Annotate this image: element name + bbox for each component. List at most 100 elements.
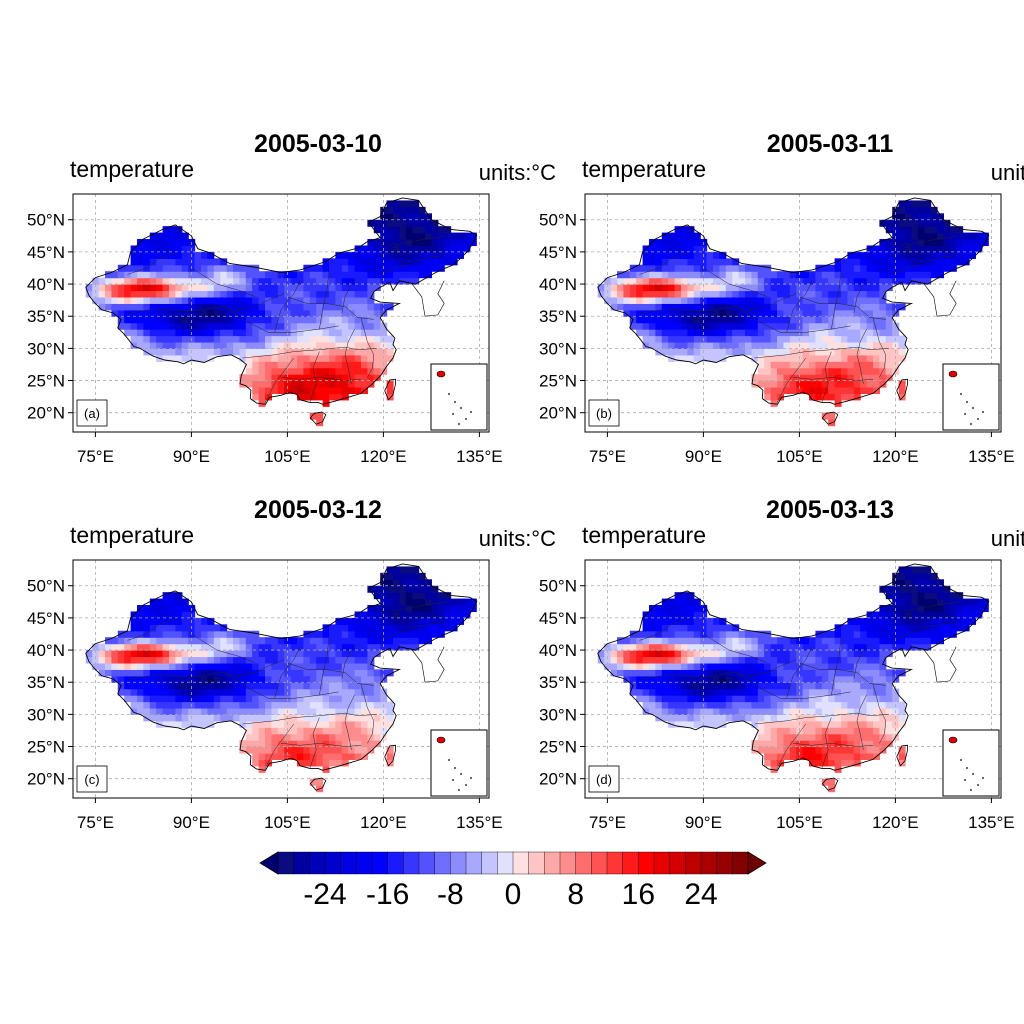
units-label: units:°C [990, 526, 1024, 551]
lat-tick-label: 40°N [27, 641, 65, 660]
lon-tick-label: 105°E [264, 813, 311, 832]
lon-tick-label: 135°E [456, 447, 503, 466]
lon-tick-label: 120°E [872, 447, 919, 466]
lon-tick-label: 90°E [173, 447, 210, 466]
colorbar-swatch [591, 851, 608, 875]
temperature-field [85, 200, 477, 427]
map-plot: (c) 75°E 90°E 105°E 120°E 135°E 50°N 45°N 40°N 35… [27, 559, 503, 832]
boundaries [85, 563, 478, 791]
lat-tick-label: 35°N [539, 307, 577, 326]
colorbar-over-triangle [747, 851, 767, 875]
svg-text:(d): (d) [596, 772, 612, 787]
plot-frame [584, 559, 1002, 799]
boundaries [85, 197, 478, 425]
lon-tick-label: 75°E [77, 447, 114, 466]
colorbar-swatch [732, 851, 749, 875]
lat-tick-label: 50°N [539, 211, 577, 230]
lat-tick-label: 45°N [27, 243, 65, 262]
colorbar-swatch [700, 851, 718, 875]
lat-tick-label: 35°N [27, 673, 65, 692]
colorbar-swatch [575, 851, 592, 875]
lon-tick-label: 75°E [77, 813, 114, 832]
colorbar-under-triangle [259, 851, 279, 875]
map-panel: 2005-03-13 temperature units:°C (d) 75°E 90°E… [539, 496, 1024, 856]
lon-tick-label: 105°E [264, 447, 311, 466]
map-plot: (a) 75°E 90°E 105°E 120°E 135°E 50°N 45°N 40°N 35… [27, 193, 503, 466]
plot-frame [584, 193, 1002, 433]
svg-text:(b): (b) [596, 406, 612, 421]
lat-tick-label: 35°N [539, 673, 577, 692]
colorbar-swatch [293, 851, 310, 875]
units-label: units:°C [990, 160, 1024, 185]
lat-tick-label: 40°N [27, 275, 65, 294]
colorbar-swatches [259, 851, 767, 875]
lat-tick-label: 20°N [539, 770, 577, 789]
map-panel: 2005-03-10 temperature units:°C (a) 75°E 90°E… [27, 130, 568, 490]
colorbar-swatch [324, 851, 342, 875]
plot-frame [72, 559, 490, 799]
lon-tick-label: 135°E [968, 447, 1015, 466]
temperature-field [597, 200, 989, 427]
colorbar-swatch [277, 851, 295, 875]
panel-letter: (d) [588, 765, 620, 793]
svg-text:(a): (a) [84, 406, 100, 421]
panel-letter: (c) [76, 765, 108, 793]
panel-letter: (a) [76, 399, 108, 427]
variable-label: temperature [70, 522, 195, 548]
lat-tick-label: 30°N [27, 705, 65, 724]
units-label: units:°C [478, 526, 556, 551]
south-china-sea-inset [942, 729, 1000, 797]
boundaries [597, 563, 990, 791]
panel-date-title: 2005-03-12 [254, 496, 382, 524]
colorbar-swatch [512, 851, 530, 875]
lat-tick-label: 25°N [539, 372, 577, 391]
lat-tick-label: 20°N [27, 404, 65, 423]
colorbar-tick-label: -8 [436, 878, 464, 911]
lon-tick-label: 75°E [589, 447, 626, 466]
units-label: units:°C [478, 160, 556, 185]
lon-tick-label: 120°E [872, 813, 919, 832]
map-panel: 2005-03-11 temperature units:°C (b) 75°E 90°E… [539, 130, 1024, 490]
temperature-field [85, 566, 477, 793]
lon-tick-label: 90°E [685, 813, 722, 832]
colorbar-tick-label: -16 [365, 878, 410, 911]
lat-tick-label: 50°N [27, 211, 65, 230]
panel-date-title: 2005-03-13 [766, 496, 894, 524]
panel-date-title: 2005-03-11 [766, 130, 894, 158]
lon-tick-label: 105°E [776, 447, 823, 466]
colorbar-swatch [528, 851, 545, 875]
plot-frame [72, 193, 490, 433]
lon-tick-label: 135°E [968, 813, 1015, 832]
colorbar-tick-label: -24 [303, 878, 347, 911]
colorbar-swatch [559, 851, 577, 875]
variable-label: temperature [582, 522, 707, 548]
map-plot: (b) 75°E 90°E 105°E 120°E 135°E 50°N 45°N 40°N 35… [539, 193, 1015, 466]
lon-tick-label: 75°E [589, 813, 626, 832]
lat-tick-label: 45°N [27, 609, 65, 628]
panel-letter: (b) [588, 399, 620, 427]
colorbar-swatch [403, 851, 420, 875]
lat-tick-label: 40°N [539, 641, 577, 660]
colorbar-swatch [716, 851, 733, 875]
colorbar-swatch [434, 851, 451, 875]
svg-text:(c): (c) [84, 772, 99, 787]
south-china-sea-inset [430, 363, 488, 431]
lon-tick-label: 105°E [776, 813, 823, 832]
boundaries [597, 197, 990, 425]
lat-tick-label: 20°N [539, 404, 577, 423]
variable-label: temperature [70, 156, 195, 182]
colorbar-swatch [418, 851, 436, 875]
colorbar-swatch [465, 851, 483, 875]
colorbar-swatch [371, 851, 389, 875]
lat-tick-label: 40°N [539, 275, 577, 294]
colorbar-swatch [622, 851, 639, 875]
colorbar-swatch [669, 851, 686, 875]
colorbar-swatch [544, 851, 561, 875]
colorbar-swatch [387, 851, 404, 875]
colorbar-swatch [356, 851, 373, 875]
lon-tick-label: 120°E [360, 813, 407, 832]
map-plot: (d) 75°E 90°E 105°E 120°E 135°E 50°N 45°N 40°N 35… [539, 559, 1015, 832]
lat-tick-label: 25°N [539, 738, 577, 757]
lon-tick-label: 120°E [360, 447, 407, 466]
lat-tick-label: 45°N [539, 243, 577, 262]
